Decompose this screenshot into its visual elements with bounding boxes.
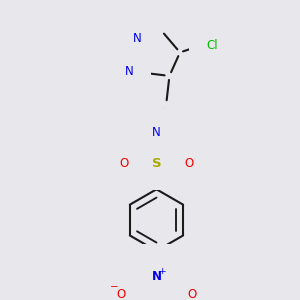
Text: O: O	[116, 288, 125, 300]
Text: Cl: Cl	[207, 39, 218, 52]
Text: +: +	[158, 267, 166, 276]
Text: O: O	[119, 157, 129, 170]
Text: N: N	[133, 32, 141, 45]
Text: O: O	[188, 288, 197, 300]
Text: S: S	[152, 157, 161, 170]
Text: N: N	[152, 126, 161, 139]
Text: −: −	[110, 282, 119, 292]
Text: N: N	[124, 64, 133, 77]
Text: N: N	[152, 270, 161, 283]
Text: O: O	[184, 157, 194, 170]
